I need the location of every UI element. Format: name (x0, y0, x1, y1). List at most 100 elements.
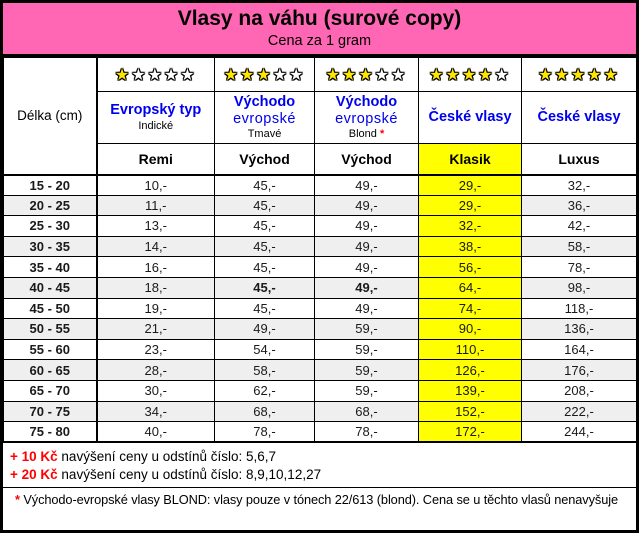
star-filled-icon: ★ (538, 66, 555, 84)
price-cell: 32,- (521, 174, 636, 196)
star-filled-icon: ★ (570, 66, 588, 84)
star-rating-col-2: ★★★★★ (214, 57, 315, 92)
column-name: Východo (233, 94, 296, 110)
note-text: navýšení ceny u odstínů číslo: 5,6,7 (57, 449, 277, 465)
title-block: Vlasy na váhu (surové copy) Cena za 1 gr… (3, 3, 636, 57)
price-cell: 45,- (214, 256, 315, 278)
price-cell: 62,- (214, 379, 315, 402)
price-increase-note: + 20 Kč navýšení ceny u odstínů číslo: 8… (3, 465, 636, 483)
column-name: Evropský typ (110, 102, 202, 119)
length-cell: 25 - 30 (3, 215, 98, 237)
price-cell: 14,- (96, 235, 215, 258)
notes-divider (3, 487, 636, 489)
table-row: 60 - 65 28,- 58,- 59,- 126,- 176,- (3, 359, 636, 381)
price-cell: 58,- (214, 359, 315, 381)
price-cell: 244,- (521, 421, 636, 444)
price-cell: 49,- (314, 235, 419, 258)
price-cell: 56,- (418, 256, 522, 278)
star-filled-icon: ★ (478, 66, 495, 84)
price-cell: 49,- (314, 256, 419, 278)
star-empty-icon: ★ (289, 66, 306, 84)
table-row: 30 - 35 14,- 45,- 49,- 38,- 58,- (3, 235, 636, 258)
price-cell: 59,- (314, 338, 419, 361)
star-filled-icon: ★ (445, 66, 462, 84)
note-text: navýšení ceny u odstínů číslo: 8,9,10,12… (57, 467, 322, 483)
price-cell: 21,- (96, 318, 215, 340)
price-cell: 11,- (96, 194, 215, 217)
footnote-asterisk: * (15, 492, 20, 508)
price-cell: 38,- (418, 235, 522, 258)
price-cell: 208,- (521, 379, 636, 402)
price-increase-notes: + 10 Kč navýšení ceny u odstínů číslo: 5… (3, 447, 636, 483)
price-cell: 59,- (314, 359, 419, 381)
price-cell: 172,- (418, 421, 522, 444)
column-name-line2: evropské (233, 110, 296, 127)
length-cell: 75 - 80 (3, 421, 98, 444)
price-cell: 164,- (521, 338, 636, 361)
price-cell: 59,- (314, 379, 419, 402)
price-increase-note: + 10 Kč navýšení ceny u odstínů číslo: 5… (3, 447, 636, 465)
price-cell: 49,- (314, 276, 419, 299)
price-cell: 45,- (214, 174, 315, 196)
grade-row: Remi Východ Východ Klasik Luxus (4, 143, 636, 176)
column-variant: Tmavé (247, 128, 282, 141)
star-rating-col-4: ★★★★★ (418, 57, 522, 92)
star-filled-icon: ★ (223, 66, 240, 84)
price-cell: 54,- (214, 338, 315, 361)
star-empty-icon: ★ (374, 66, 392, 84)
table-row: 20 - 25 11,- 45,- 49,- 29,- 36,- (3, 194, 636, 217)
star-empty-icon: ★ (272, 66, 290, 84)
price-cell: 40,- (96, 421, 215, 444)
star-filled-icon: ★ (603, 66, 620, 84)
column-header-3: Východo evropské Blond * (314, 91, 419, 144)
price-cell: 68,- (214, 400, 315, 423)
star-rating-col-3: ★★★★★ (314, 57, 419, 92)
price-cell: 176,- (521, 359, 636, 381)
price-cell: 23,- (96, 338, 215, 361)
column-name: České vlasy (428, 109, 512, 126)
table-row: 40 - 45 18,- 45,- 49,- 64,- 98,- (3, 276, 636, 299)
table-row: 70 - 75 34,- 68,- 68,- 152,- 222,- (3, 400, 636, 423)
table-row: 35 - 40 16,- 45,- 49,- 56,- 78,- (3, 256, 636, 278)
grade-header-4: Klasik (418, 143, 522, 176)
star-empty-icon: ★ (494, 66, 511, 84)
price-cell: 42,- (521, 215, 636, 237)
table-row: 55 - 60 23,- 54,- 59,- 110,- 164,- (3, 338, 636, 361)
grade-header-5: Luxus (521, 143, 636, 176)
price-rows: 15 - 20 10,- 45,- 49,- 29,- 32,- 20 - 25 11,- 45… (3, 174, 636, 444)
length-cell: 65 - 70 (3, 379, 98, 402)
footnote-text: Východo-evropské vlasy BLOND: vlasy pouz… (19, 492, 618, 508)
notes-section: + 10 Kč navýšení ceny u odstínů číslo: 5… (3, 443, 636, 530)
star-rating-col-1: ★★★★★ (96, 57, 215, 92)
price-cell: 59,- (314, 318, 419, 340)
star-filled-icon: ★ (256, 66, 273, 84)
price-cell: 78,- (314, 421, 419, 444)
price-cell: 45,- (214, 235, 315, 258)
price-cell: 222,- (521, 400, 636, 423)
column-name-line2: evropské (335, 110, 398, 127)
price-cell: 78,- (521, 256, 636, 278)
price-cell: 136,- (521, 318, 636, 340)
price-cell: 32,- (418, 215, 522, 237)
price-cell: 29,- (418, 194, 522, 217)
price-cell: 19,- (96, 297, 215, 320)
price-cell: 28,- (96, 359, 215, 381)
length-column-header: Délka (cm) (3, 57, 98, 176)
grade-header-3: Východ (314, 143, 419, 176)
price-cell: 152,- (418, 400, 522, 423)
price-cell: 118,- (521, 297, 636, 320)
price-cell: 139,- (418, 379, 522, 402)
column-name: České vlasy (537, 109, 621, 126)
column-name-row: Evropský typ Indické Východo evropské Tmavé V… (4, 91, 636, 144)
star-filled-icon: ★ (114, 66, 132, 84)
grade-header-1: Remi (96, 143, 215, 176)
price-cell: 49,- (314, 215, 419, 237)
price-cell: 49,- (314, 174, 419, 196)
star-filled-icon: ★ (325, 66, 342, 84)
column-variant: Blond * (348, 128, 385, 141)
table-row: 25 - 30 13,- 45,- 49,- 32,- 42,- (3, 215, 636, 237)
length-cell: 35 - 40 (3, 256, 98, 278)
price-cell: 45,- (214, 297, 315, 320)
length-cell: 55 - 60 (3, 338, 98, 361)
table-header: Délka (cm) ★★★★★ ★★★★★ ★★★★★ ★★★★★ ★★★★★ Evr… (3, 57, 636, 176)
